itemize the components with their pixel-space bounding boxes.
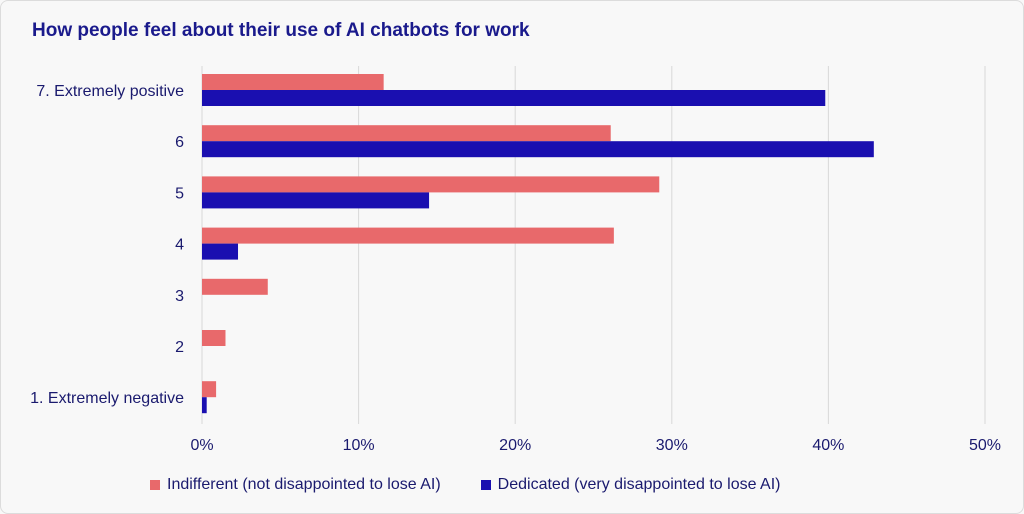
bar-indifferent [202, 278, 268, 295]
category-label: 2 [175, 339, 184, 356]
legend: Indifferent (not disappointed to lose AI… [150, 476, 821, 494]
legend-swatch-dedicated [480, 480, 491, 490]
legend-swatch-indifferent [150, 480, 160, 490]
chart-title: How people feel about their use of AI ch… [32, 20, 530, 41]
bar-indifferent [202, 125, 611, 142]
legend-item-indifferent: Indifferent (not disappointed to lose AI… [150, 476, 441, 494]
bar-dedicated [202, 141, 874, 158]
category-label: 5 [175, 185, 184, 202]
legend-label-dedicated: Dedicated (very disappointed to lose AI) [497, 476, 781, 493]
bar-dedicated [202, 397, 207, 414]
legend-item-dedicated: Dedicated (very disappointed to lose AI) [480, 476, 781, 494]
bar-indifferent [202, 227, 614, 244]
bar-indifferent [202, 330, 226, 346]
bar-indifferent [202, 176, 660, 193]
category-label: 7. Extremely positive [36, 83, 184, 100]
x-tick-label: 0% [190, 437, 213, 454]
bar-dedicated [202, 243, 239, 260]
category-label: 4 [175, 237, 184, 254]
bar-indifferent [202, 74, 384, 90]
x-tick-label: 40% [812, 437, 844, 454]
x-tick-label: 20% [499, 437, 531, 454]
category-label: 6 [175, 134, 184, 151]
bar-dedicated [202, 192, 430, 209]
legend-label-indifferent: Indifferent (not disappointed to lose AI… [167, 476, 441, 493]
bar-indifferent [202, 381, 217, 398]
x-tick-label: 50% [969, 437, 1001, 454]
bar-dedicated [202, 90, 826, 106]
x-tick-label: 10% [343, 437, 375, 454]
category-label: 3 [175, 288, 184, 305]
x-tick-label: 30% [656, 437, 688, 454]
category-label: 1. Extremely negative [30, 390, 184, 407]
